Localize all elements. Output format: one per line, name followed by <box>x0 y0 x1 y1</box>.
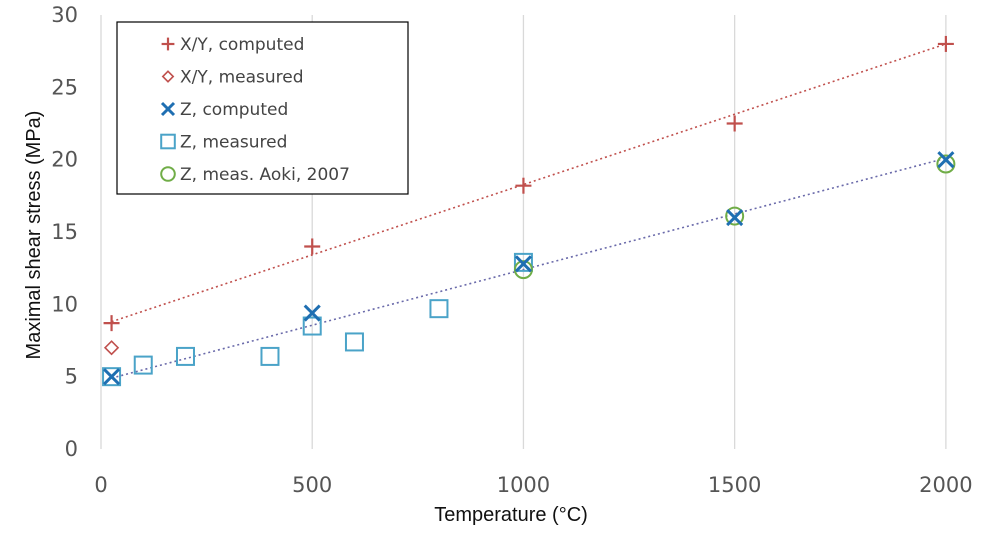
square-point <box>175 346 195 366</box>
plus-point <box>304 238 321 255</box>
square-point <box>133 355 153 375</box>
x-tick-label: 0 <box>94 473 107 497</box>
diamond-point <box>103 340 120 356</box>
grid-layer <box>100 15 947 449</box>
x-axis-title: Temperature (°C) <box>434 504 588 526</box>
marker-layer <box>102 35 956 387</box>
x-tick-label: 1000 <box>497 473 550 497</box>
circle-point <box>513 260 533 280</box>
legend-entry-label: X/Y, measured <box>180 68 304 88</box>
circle-point <box>725 206 745 226</box>
plus-point <box>937 35 954 52</box>
circle-point <box>936 154 956 174</box>
x-point <box>103 368 121 386</box>
y-tick-label: 0 <box>65 437 78 461</box>
y-tick-label: 30 <box>51 3 78 27</box>
x-point <box>303 304 321 322</box>
trendline <box>111 43 947 323</box>
square-point <box>260 346 280 366</box>
y-tick-label: 20 <box>51 148 78 172</box>
y-tick-label: 5 <box>65 365 78 389</box>
legend-diamond-icon <box>161 70 175 83</box>
legend-entry-label: X/Y, computed <box>180 35 304 55</box>
legend-plus-icon <box>161 37 175 51</box>
legend-x-icon <box>160 101 176 117</box>
x-tick-label: 1500 <box>708 473 761 497</box>
y-tick-label: 15 <box>51 220 78 244</box>
square-point <box>302 316 322 336</box>
x-tick-label: 500 <box>292 473 332 497</box>
square-point <box>344 332 364 352</box>
plus-point <box>515 177 532 194</box>
x-point <box>514 255 532 273</box>
legend-entry-label: Z, computed <box>180 100 288 120</box>
plus-point <box>726 115 743 132</box>
x-tick-label: 2000 <box>919 473 972 497</box>
axis-layer: 0 500 1000 1500 2000 0 5 10 15 20 25 30 <box>51 3 972 497</box>
plus-point <box>103 315 120 332</box>
y-axis-title: Maximal shear stress (MPa) <box>23 111 45 360</box>
square-point <box>429 299 449 319</box>
legend-entry-label: Z, meas. Aoki, 2007 <box>180 165 350 185</box>
x-point <box>937 151 955 169</box>
x-point <box>726 208 744 227</box>
square-point <box>513 252 533 272</box>
legend-entry-label: Z, measured <box>180 133 287 153</box>
y-tick-label: 25 <box>51 75 78 99</box>
square-point <box>102 367 122 387</box>
y-tick-label: 10 <box>51 292 78 316</box>
legend-square-icon <box>160 133 176 150</box>
legend-circle-icon <box>160 166 176 182</box>
legend: X/Y, computed X/Y, measured Z, computed Z, … <box>116 21 409 195</box>
